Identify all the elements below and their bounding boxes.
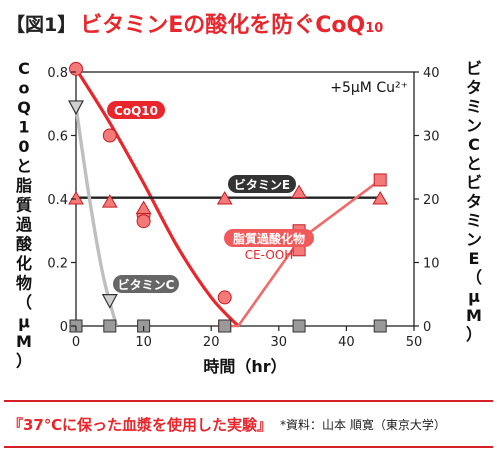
figure-main-title-sub: 10 — [365, 21, 384, 36]
vitamin-c-series-label: ビタミンC — [118, 277, 175, 292]
vitamin-c-point — [67, 100, 85, 116]
vitamin-c-point — [101, 294, 118, 309]
y-left-tick-label: 0.2 — [47, 257, 68, 272]
figure-footer: 『37℃に保った血漿を使用した実験』 *資料：山本 順寛（東京大学） — [4, 400, 493, 448]
marker-layer — [67, 61, 389, 333]
figure-main-title-text: ビタミンEの酸化を防ぐCoQ — [80, 13, 366, 38]
x-tick-label: 0 — [72, 335, 80, 350]
y-right-tick-label: 30 — [423, 130, 440, 145]
vitamin-c-series-badge — [113, 275, 179, 293]
coq10-point — [69, 61, 83, 76]
y-left-tick-label: 0.8 — [47, 66, 68, 81]
lipid-peroxide-point — [373, 173, 387, 187]
y-right-tick-label: 0 — [423, 320, 431, 335]
vitamin-e-point — [68, 191, 84, 205]
source-credit: *資料：山本 順寛（東京大学） — [280, 417, 446, 432]
x-tick-label: 10 — [135, 335, 152, 350]
x-tick-label: 20 — [203, 335, 220, 350]
figure-title: 【図1】 ビタミンEの酸化を防ぐCoQ10 — [6, 4, 492, 42]
coq10-series-badge — [107, 101, 165, 119]
coq10-point — [217, 290, 232, 305]
coq10-point — [136, 214, 151, 229]
baseline-point — [292, 319, 306, 333]
vitamin-e-point — [135, 200, 152, 215]
x-axis-label: 時間（hr） — [203, 357, 286, 376]
vitamin-e-series-badge — [228, 175, 296, 193]
figure-main-title: ビタミンEの酸化を防ぐCoQ10 — [80, 7, 383, 39]
x-tick-label: 30 — [271, 335, 288, 350]
coq10-series-label: CoQ10 — [114, 104, 158, 118]
experiment-note: 『37℃に保った血漿を使用した実験』 — [8, 415, 273, 434]
vitamin-e-point — [291, 184, 307, 199]
series-line — [74, 67, 240, 328]
vitamin-e-point — [216, 191, 233, 205]
baseline-point — [103, 319, 117, 333]
vitamin-e-point — [101, 194, 118, 208]
ce-ooh-label: CE-OOH — [245, 248, 294, 262]
condition-label: +5μM Cu²⁺ — [330, 80, 408, 96]
figure-tag: 【図1】 — [6, 13, 77, 36]
x-tick-label: 50 — [406, 335, 423, 350]
y-right-tick-label: 10 — [423, 257, 440, 272]
chart-area: 0 10 20 30 40 50 0 0.2 0.4 0.6 0.8 0 10 20 30 40 時間（hr）… — [4, 44, 493, 394]
lipid-peroxide-series-badge — [224, 229, 314, 247]
baseline-point — [373, 319, 387, 333]
y-left-tick-label: 0.6 — [47, 130, 68, 145]
vitamin-e-point — [372, 191, 389, 205]
x-tick-label: 40 — [338, 335, 355, 350]
y-left-tick-label: 0 — [60, 320, 68, 335]
label-layer: 時間（hr） C o Q 1 0 と脂質過酸化物（ μ M ） ビタミン C とビタミン E （μ M ） +5μ… — [15, 59, 482, 376]
y-right-tick-label: 40 — [423, 66, 440, 81]
lipid-peroxide-series-label: 脂質過酸化物 — [232, 231, 305, 246]
y-left-tick-label: 0.4 — [47, 193, 68, 208]
y-right-axis-label: ビタミン C とビタミン E （μ M） — [466, 59, 482, 344]
baseline-point — [218, 319, 232, 333]
vitamin-e-series-label: ビタミンE — [234, 177, 290, 192]
coq10-point — [102, 128, 117, 143]
y-right-tick-label: 20 — [423, 193, 440, 208]
